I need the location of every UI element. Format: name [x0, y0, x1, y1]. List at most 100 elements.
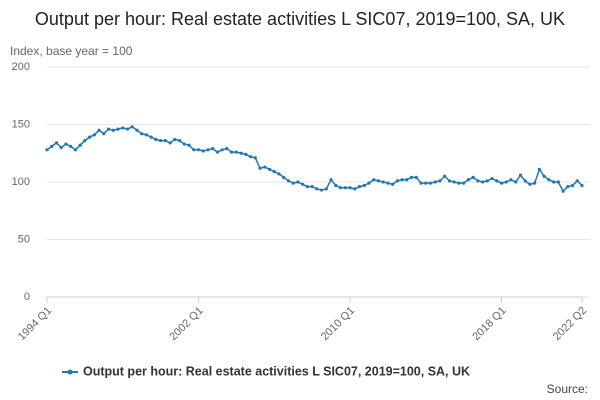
- data-point: [116, 127, 120, 131]
- data-point: [495, 179, 499, 183]
- data-point: [528, 182, 532, 186]
- data-point: [253, 156, 257, 160]
- data-point: [424, 181, 428, 185]
- data-point: [106, 127, 111, 131]
- data-point: [462, 181, 466, 185]
- data-point: [315, 187, 319, 191]
- data-point: [125, 127, 130, 131]
- data-point: [338, 186, 343, 190]
- data-point: [130, 125, 134, 129]
- data-point: [320, 188, 324, 192]
- data-point: [443, 174, 447, 178]
- data-point: [177, 139, 182, 143]
- data-point: [291, 181, 295, 185]
- data-point: [471, 175, 475, 179]
- data-point: [480, 180, 485, 184]
- data-point: [556, 180, 560, 184]
- data-point: [64, 142, 68, 146]
- y-tick-label: 200: [12, 61, 30, 73]
- data-point: [504, 180, 508, 184]
- data-point: [230, 150, 234, 154]
- source: Source:: [547, 382, 588, 396]
- data-point: [580, 183, 584, 188]
- legend-label: Output per hour: Real estate activities …: [83, 364, 470, 378]
- data-point: [381, 180, 385, 184]
- data-point: [73, 148, 78, 152]
- x-tick-label: 2022 Q2: [551, 305, 589, 343]
- data-point: [514, 180, 518, 184]
- data-point: [187, 143, 191, 147]
- data-point: [452, 180, 456, 184]
- data-point: [409, 175, 414, 179]
- data-point: [362, 183, 366, 188]
- data-point: [173, 137, 177, 142]
- x-tick-label: 2018 Q1: [470, 305, 508, 343]
- data-point: [523, 179, 527, 183]
- data-point: [182, 142, 186, 146]
- chart-title: Output per hour: Real estate activities …: [34, 9, 566, 29]
- data-point: [263, 165, 267, 169]
- data-point: [286, 179, 291, 183]
- data-point: [301, 182, 305, 186]
- data-point: [438, 179, 442, 183]
- data-point: [234, 150, 238, 154]
- data-point: [419, 181, 423, 185]
- data-point: [211, 147, 215, 151]
- data-point: [457, 181, 461, 185]
- data-point: [59, 145, 63, 150]
- data-point: [196, 148, 201, 152]
- data-point: [414, 175, 418, 179]
- data-point: [537, 167, 541, 171]
- data-point: [282, 175, 286, 179]
- data-point: [258, 166, 262, 170]
- data-point: [54, 141, 59, 145]
- data-point: [533, 181, 537, 185]
- data-point: [551, 180, 556, 184]
- data-point: [163, 139, 167, 143]
- data-point: [376, 179, 381, 183]
- data-point: [476, 179, 480, 183]
- data-point: [140, 132, 144, 136]
- data-point: [499, 181, 504, 185]
- data-point: [570, 183, 575, 188]
- data-point: [485, 179, 489, 183]
- data-point: [575, 179, 579, 183]
- data-point: [391, 182, 395, 186]
- data-point: [509, 178, 513, 182]
- data-point: [135, 128, 139, 132]
- data-point: [386, 181, 390, 185]
- x-tick-label: 1994 Q1: [16, 305, 54, 343]
- x-tick-label: 2002 Q1: [167, 305, 205, 343]
- data-point: [92, 133, 96, 137]
- data-point: [324, 187, 328, 191]
- data-point: [395, 179, 399, 183]
- data-point: [102, 132, 106, 136]
- data-point: [248, 155, 253, 159]
- data-point: [466, 178, 470, 182]
- legend-marker: [67, 369, 73, 375]
- data-point: [547, 178, 551, 182]
- data-point: [357, 185, 362, 189]
- data-point: [215, 150, 220, 154]
- data-point: [400, 178, 404, 182]
- data-point: [149, 135, 153, 139]
- data-point: [310, 185, 314, 189]
- data-point: [367, 181, 371, 185]
- data-point: [277, 172, 281, 176]
- y-tick-label: 50: [18, 233, 30, 245]
- data-point: [334, 183, 338, 188]
- data-point: [159, 139, 163, 143]
- data-point: [45, 148, 49, 152]
- data-point: [348, 186, 352, 190]
- data-point: [296, 180, 300, 184]
- y-tick-label: 0: [24, 291, 30, 303]
- data-point: [405, 178, 409, 182]
- data-point: [305, 185, 309, 189]
- data-point: [83, 139, 87, 143]
- data-point: [192, 148, 196, 152]
- data-point: [220, 148, 224, 152]
- data-point: [111, 128, 115, 132]
- data-point: [566, 185, 570, 189]
- data-point: [542, 174, 546, 178]
